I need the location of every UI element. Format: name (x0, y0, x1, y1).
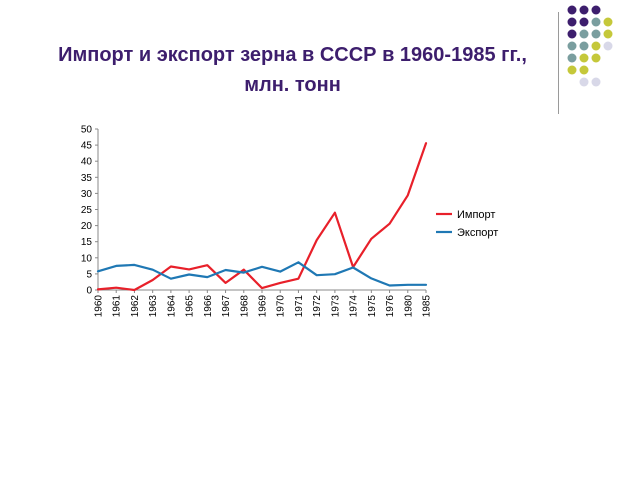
legend-label: Экспорт (457, 227, 498, 239)
series-line-export (96, 261, 428, 287)
x-tick-label: 1969 (258, 295, 269, 318)
slide-title: Импорт и экспорт зерна в СССР в 1960-198… (0, 40, 585, 100)
x-tick-label: 1970 (276, 295, 287, 318)
slide-title-line-2: млн. тонн (244, 74, 341, 96)
y-tick-label: 10 (81, 253, 93, 264)
y-tick-label: 30 (81, 189, 93, 200)
slide-title-line-1: Импорт и экспорт зерна в СССР в 1960-198… (58, 44, 527, 66)
x-tick-label: 1971 (294, 295, 305, 318)
y-tick-label: 0 (86, 286, 92, 297)
x-tick-label: 1966 (203, 295, 214, 318)
x-tick-label: 1972 (312, 295, 323, 318)
x-tick-label: 1964 (166, 295, 177, 318)
y-tick-label: 25 (81, 205, 93, 216)
x-tick-label: 1967 (221, 295, 232, 318)
x-tick-label: 1961 (112, 295, 123, 318)
y-tick-label: 45 (81, 141, 93, 152)
decorative-divider (558, 12, 559, 114)
x-tick-label: 1963 (148, 295, 159, 318)
x-tick-label: 1975 (367, 295, 378, 318)
x-tick-label: 1973 (330, 295, 341, 318)
x-tick-label: 1976 (385, 295, 396, 318)
legend-label: Импорт (457, 209, 495, 221)
series-line-import (96, 142, 428, 292)
x-tick-label: 1985 (422, 295, 433, 318)
x-tick-label: 1965 (185, 295, 196, 318)
x-tick-label: 1974 (349, 295, 360, 318)
x-tick-label: 1962 (130, 295, 141, 318)
x-tick-label: 1968 (239, 295, 250, 318)
y-tick-label: 15 (81, 237, 93, 248)
x-tick-label: 1980 (403, 295, 414, 318)
x-tick-label: 1960 (94, 295, 105, 318)
y-tick-label: 40 (81, 157, 93, 168)
y-tick-label: 50 (81, 125, 93, 136)
y-tick-label: 35 (81, 173, 93, 184)
y-tick-label: 5 (86, 269, 92, 280)
y-tick-label: 20 (81, 221, 93, 232)
